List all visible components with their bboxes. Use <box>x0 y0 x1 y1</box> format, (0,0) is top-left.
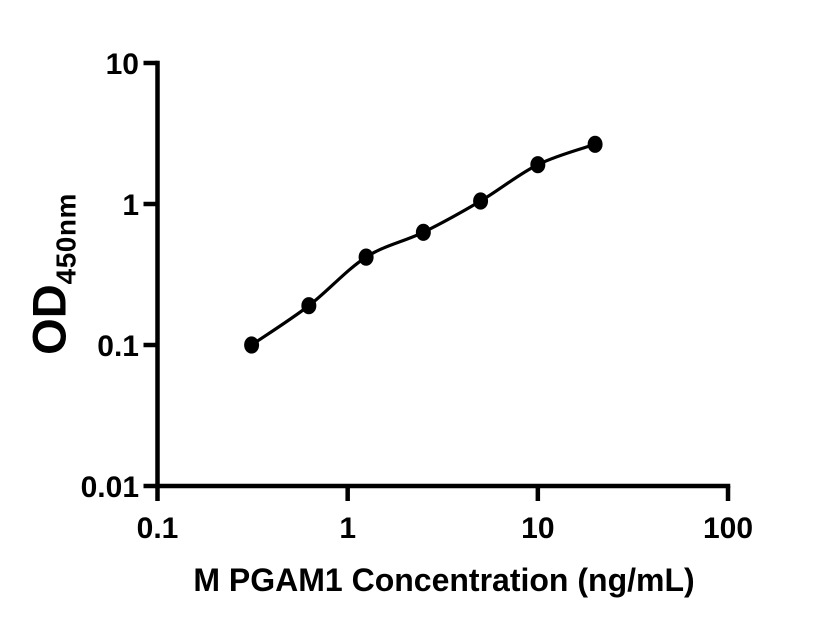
y-tick-label: 10 <box>106 48 139 81</box>
data-point <box>530 156 546 174</box>
x-axis-label: M PGAM1 Concentration (ng/mL) <box>193 562 695 598</box>
fit-curve-line <box>250 142 596 347</box>
y-tick-label: 0.1 <box>97 330 139 363</box>
x-tick-label: 10 <box>521 512 554 545</box>
y-axis-label: OD450nm <box>22 193 82 355</box>
data-point <box>301 297 317 315</box>
y-tick-label: 0.01 <box>81 471 139 504</box>
data-point <box>587 135 603 153</box>
axes <box>155 60 731 489</box>
y-tick-label: 1 <box>122 189 139 222</box>
data-point <box>358 248 374 266</box>
y-axis-ticks: 0.01 0.1 1 10 <box>81 48 158 504</box>
data-point <box>415 223 431 241</box>
y-axis-label-main: OD <box>22 284 76 355</box>
y-axis-label-subscript: 450nm <box>50 193 82 285</box>
data-point <box>244 336 260 354</box>
data-points-group <box>244 135 603 354</box>
x-tick-label: 100 <box>703 512 753 545</box>
x-tick-label: 0.1 <box>137 512 179 545</box>
x-tick-label: 1 <box>339 512 356 545</box>
data-point <box>473 192 489 210</box>
x-axis-ticks: 0.1 1 10 100 <box>137 486 753 545</box>
